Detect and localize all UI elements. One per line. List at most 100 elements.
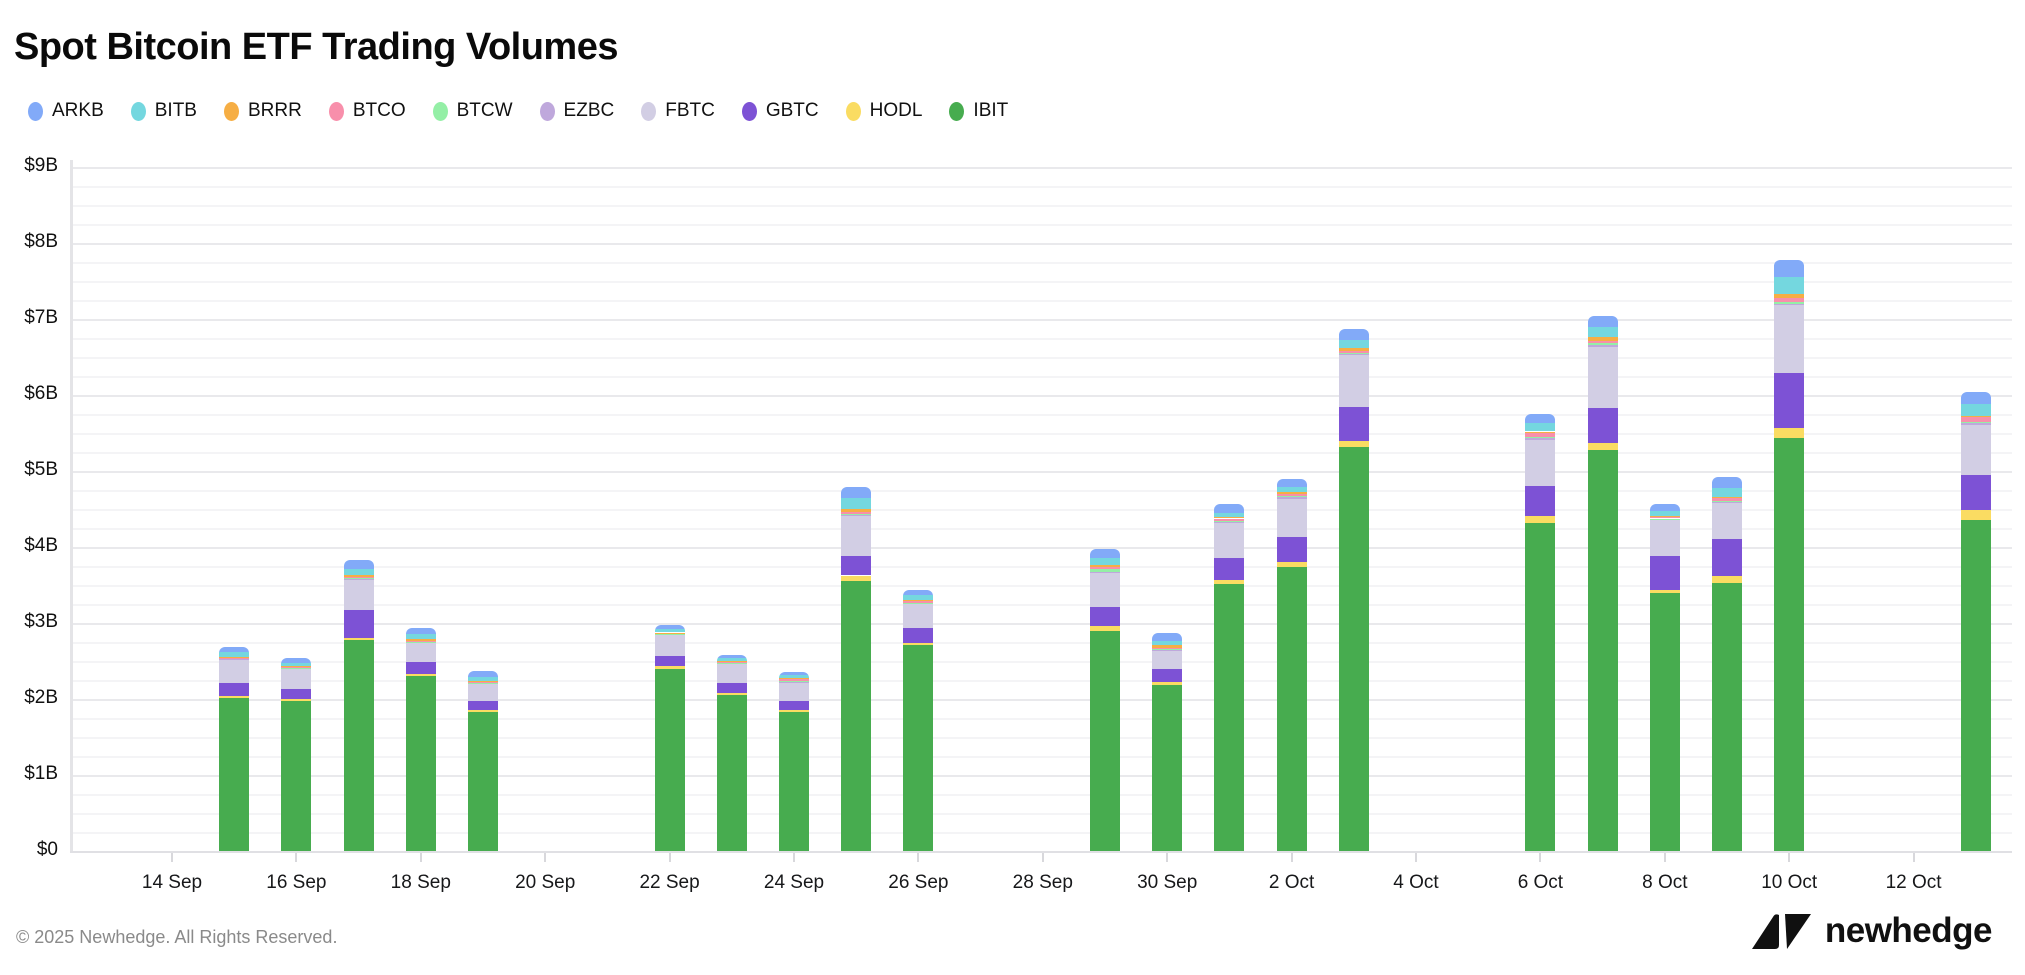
bar-segment-brrr bbox=[468, 681, 498, 682]
bar-segment-gbtc bbox=[1338, 406, 1369, 441]
bar-segment-ibit bbox=[1152, 685, 1183, 851]
bar-segment-gbtc bbox=[1960, 474, 1991, 510]
bar-segment-brrr bbox=[1090, 565, 1120, 567]
legend-item-ibit[interactable]: IBIT bbox=[949, 100, 1008, 122]
bar-segment-brrr bbox=[1276, 491, 1307, 495]
legend-item-arkb[interactable]: ARKB bbox=[28, 100, 104, 122]
legend-item-ezbc[interactable]: EZBC bbox=[539, 100, 615, 122]
legend-item-btco[interactable]: BTCO bbox=[328, 100, 406, 122]
bar-segment-arkb bbox=[1587, 315, 1618, 327]
y-axis-tick-label: $5B bbox=[24, 459, 58, 480]
legend-item-gbtc[interactable]: GBTC bbox=[741, 100, 819, 122]
bar-16-sep[interactable] bbox=[281, 657, 312, 851]
bar-9-oct[interactable] bbox=[1712, 477, 1742, 851]
x-axis-tick-mark bbox=[917, 853, 920, 862]
bar-segment-ezbc bbox=[1214, 521, 1245, 523]
y-axis-tick-label: $4B bbox=[24, 535, 58, 556]
bar-segment-fbtc bbox=[1774, 305, 1805, 373]
x-axis-tick-label: 16 Sep bbox=[266, 872, 327, 893]
x-axis-tick-label: 20 Sep bbox=[515, 872, 576, 893]
bar-segment-btco bbox=[1649, 516, 1680, 519]
x-axis-tick-label: 2 Oct bbox=[1268, 872, 1315, 893]
bar-6-oct[interactable] bbox=[1525, 414, 1556, 851]
bar-segment-fbtc bbox=[1090, 572, 1120, 608]
minor-gridline bbox=[73, 452, 2012, 454]
bar-24-sep[interactable] bbox=[779, 671, 809, 851]
bar-22-sep[interactable] bbox=[654, 624, 685, 851]
bar-segment-ibit bbox=[841, 581, 872, 851]
major-gridline bbox=[73, 699, 2012, 701]
chart-title: Spot Bitcoin ETF Trading Volumes bbox=[14, 26, 619, 68]
legend-label-fbtc: FBTC bbox=[665, 100, 715, 121]
bar-segment-brrr bbox=[281, 665, 312, 667]
bar-segment-ibit bbox=[1338, 447, 1369, 851]
bar-segment-ezbc bbox=[1338, 353, 1369, 356]
bar-10-oct[interactable] bbox=[1774, 260, 1805, 851]
bar-segment-ibit bbox=[1090, 630, 1120, 851]
legend-swatch-ibit bbox=[949, 101, 965, 121]
x-axis-tick-label: 14 Sep bbox=[141, 872, 203, 893]
bar-segment-ibit bbox=[903, 645, 934, 851]
bar-8-oct[interactable] bbox=[1649, 503, 1680, 851]
legend-label-gbtc: GBTC bbox=[765, 100, 819, 121]
bar-segment-gbtc bbox=[1214, 558, 1245, 580]
bar-segment-ezbc bbox=[1152, 649, 1183, 651]
bar-segment-bitb bbox=[219, 652, 250, 658]
bar-19-sep[interactable] bbox=[468, 670, 498, 851]
x-axis-tick-label: 22 Sep bbox=[639, 872, 700, 893]
legend-item-fbtc[interactable]: FBTC bbox=[641, 100, 715, 122]
x-axis-tick-mark bbox=[544, 853, 547, 862]
legend-label-ezbc: EZBC bbox=[563, 100, 615, 121]
bar-segment-gbtc bbox=[1152, 669, 1183, 682]
legend-item-brrr[interactable]: BRRR bbox=[223, 100, 302, 122]
chart-legend: ARKB BITB BRRR BTCO BTCW EZBC FBTC GBTC HODL IBIT bbox=[28, 100, 1008, 122]
legend-item-bitb[interactable]: BITB bbox=[130, 100, 197, 122]
bar-segment-brrr bbox=[343, 575, 374, 578]
bar-15-sep[interactable] bbox=[219, 646, 250, 851]
bar-segment-btco bbox=[1774, 298, 1805, 302]
bar-segment-bitb bbox=[1960, 403, 1991, 416]
bar-1-oct[interactable] bbox=[1214, 504, 1245, 851]
bar-7-oct[interactable] bbox=[1587, 315, 1618, 851]
bar-29-sep[interactable] bbox=[1090, 548, 1120, 851]
bar-segment-arkb bbox=[1649, 503, 1680, 512]
x-axis-baseline bbox=[70, 851, 2012, 853]
bar-segment-ibit bbox=[779, 711, 809, 851]
x-axis-tick-label: 10 Oct bbox=[1761, 872, 1818, 893]
bar-segment-hodl bbox=[1587, 442, 1618, 450]
bar-17-sep[interactable] bbox=[343, 559, 374, 851]
y-axis-tick-label: $1B bbox=[24, 763, 58, 784]
bar-25-sep[interactable] bbox=[841, 487, 872, 851]
bar-segment-gbtc bbox=[343, 610, 374, 639]
legend-item-btcw[interactable]: BTCW bbox=[432, 100, 513, 122]
bar-18-sep[interactable] bbox=[405, 627, 436, 851]
x-axis-tick-mark bbox=[1415, 853, 1417, 862]
bar-segment-btco bbox=[405, 641, 436, 642]
bar-segment-ibit bbox=[343, 640, 374, 851]
bar-13-oct[interactable] bbox=[1960, 392, 1991, 851]
bar-segment-ezbc bbox=[1525, 437, 1556, 440]
bar-segment-btco bbox=[1338, 350, 1369, 353]
bar-segment-fbtc bbox=[343, 579, 374, 611]
minor-gridline bbox=[73, 490, 2012, 492]
bar-segment-fbtc bbox=[1587, 347, 1618, 408]
bar-2-oct[interactable] bbox=[1276, 479, 1307, 851]
x-axis-tick-mark bbox=[793, 853, 795, 862]
bar-30-sep[interactable] bbox=[1152, 633, 1183, 851]
bar-3-oct[interactable] bbox=[1338, 329, 1369, 851]
bar-23-sep[interactable] bbox=[716, 654, 747, 851]
bar-segment-btcw bbox=[1214, 520, 1245, 522]
bar-segment-brrr bbox=[1152, 644, 1183, 649]
x-axis-tick-label: 18 Sep bbox=[390, 872, 451, 893]
bar-segment-bitb bbox=[1774, 277, 1805, 294]
bar-segment-fbtc bbox=[468, 683, 498, 701]
bar-segment-ezbc bbox=[343, 578, 374, 580]
newhedge-logo-text: newhedge bbox=[1824, 911, 1993, 950]
x-axis-tick-label: 28 Sep bbox=[1012, 872, 1073, 893]
bar-segment-btco bbox=[779, 679, 809, 682]
bar-26-sep[interactable] bbox=[903, 589, 934, 851]
legend-item-hodl[interactable]: HODL bbox=[845, 100, 922, 122]
x-axis-tick-label: 6 Oct bbox=[1517, 872, 1564, 893]
bar-segment-hodl bbox=[654, 666, 685, 669]
bar-segment-bitb bbox=[1649, 511, 1680, 516]
